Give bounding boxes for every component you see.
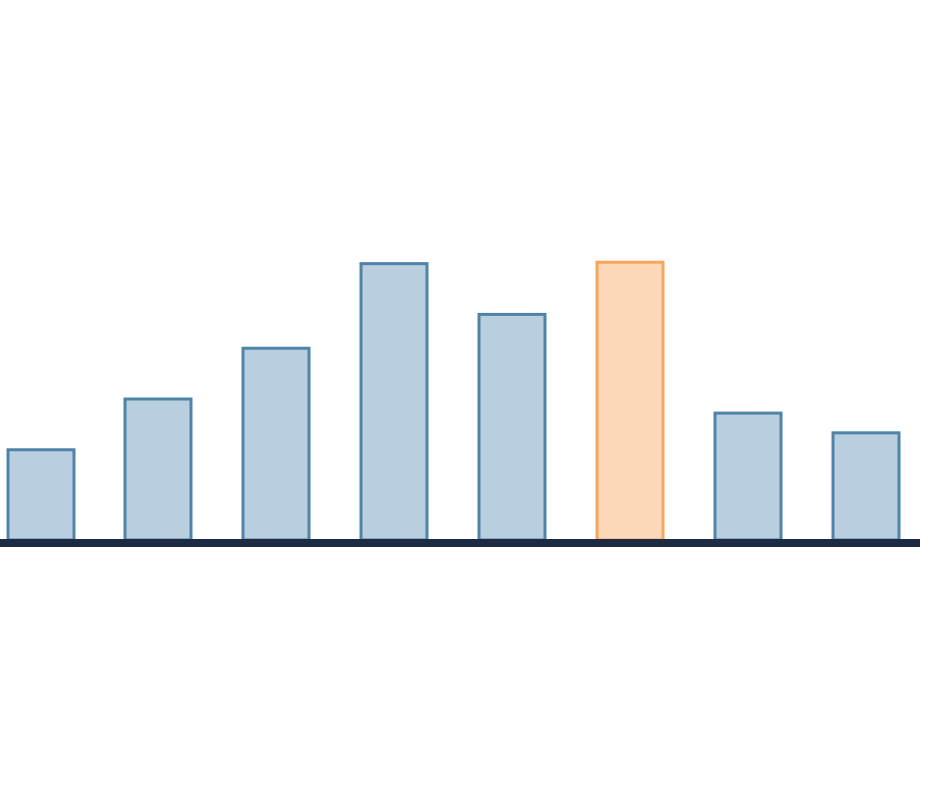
bar-8 (831, 431, 901, 542)
bar-4 (359, 262, 429, 542)
bar-7 (713, 411, 783, 542)
bar-5 (477, 312, 547, 542)
bar-highlighted-6 (595, 260, 665, 542)
bar-1 (6, 448, 76, 542)
bars-group (6, 260, 901, 542)
bar-3 (241, 346, 311, 542)
bar-2 (123, 397, 193, 542)
